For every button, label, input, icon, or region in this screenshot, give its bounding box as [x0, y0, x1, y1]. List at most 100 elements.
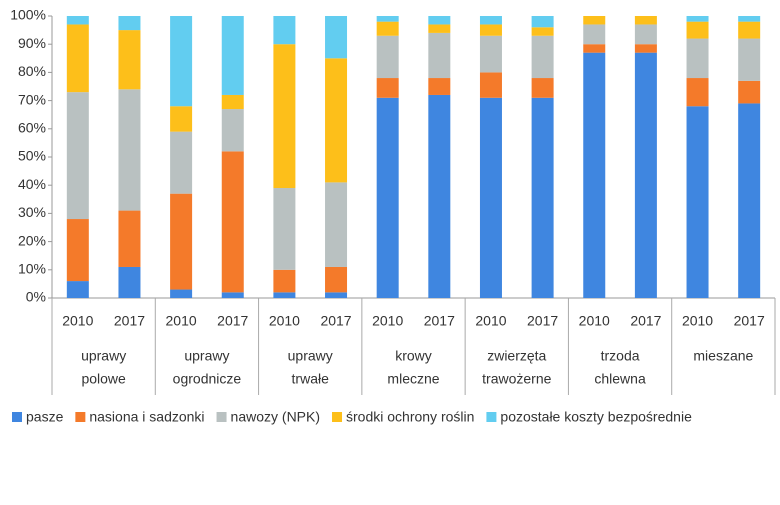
- group-label: krowy: [395, 348, 432, 364]
- bar-segment: [325, 266, 348, 293]
- bar-segment: [170, 16, 193, 107]
- bar-segment: [479, 35, 502, 73]
- bar-segment: [634, 52, 657, 298]
- bar-segment: [531, 16, 554, 28]
- bar-segment: [686, 38, 709, 79]
- bar-segment: [428, 24, 451, 33]
- bar-segment: [221, 151, 244, 293]
- bar-segment: [170, 131, 193, 194]
- y-tick-label: 0%: [26, 289, 46, 305]
- bar-segment: [66, 24, 89, 93]
- bar-segment: [376, 97, 399, 298]
- bar-segment: [738, 80, 761, 104]
- bar-segment: [531, 78, 554, 98]
- bar-segment: [583, 52, 606, 298]
- y-tick-label: 50%: [18, 148, 46, 164]
- y-tick-label: 10%: [18, 261, 46, 277]
- bar-segment: [325, 292, 348, 298]
- bar-segment: [583, 24, 606, 45]
- bar-segment: [221, 292, 244, 298]
- x-tick-label: 2017: [630, 313, 661, 329]
- x-tick-label: 2010: [372, 313, 403, 329]
- bar-segment: [686, 21, 709, 39]
- bar-segment: [479, 24, 502, 36]
- legend-swatch: [12, 412, 22, 422]
- bar-segment: [376, 16, 399, 22]
- bar-segment: [325, 58, 348, 183]
- bar-segment: [428, 16, 451, 25]
- x-tick-label: 2010: [269, 313, 300, 329]
- bar-segment: [479, 16, 502, 25]
- bar-segment: [273, 44, 296, 189]
- y-tick-label: 30%: [18, 204, 46, 220]
- group-label: chlewna: [594, 371, 646, 387]
- group-label: mieszane: [693, 348, 753, 364]
- legend-swatch: [486, 412, 497, 422]
- group-label: zwierzęta: [487, 348, 546, 364]
- bar-segment: [273, 16, 296, 45]
- bar-segment: [634, 44, 657, 53]
- bar-segment: [428, 32, 451, 79]
- bar-segment: [170, 289, 193, 298]
- x-tick-label: 2010: [579, 313, 610, 329]
- y-tick-label: 60%: [18, 120, 46, 136]
- group-label: polowe: [81, 371, 126, 387]
- bar-segment: [686, 106, 709, 299]
- legend-label: nawozy (NPK): [231, 409, 320, 425]
- group-label: mleczne: [387, 371, 439, 387]
- y-tick-label: 70%: [18, 91, 46, 107]
- bar-segment: [118, 89, 141, 211]
- bar-segment: [583, 16, 606, 25]
- bar-segment: [221, 94, 244, 110]
- y-tick-label: 100%: [10, 7, 46, 23]
- x-tick-label: 2010: [62, 313, 93, 329]
- bar-segment: [531, 27, 554, 36]
- legend-label: pasze: [26, 409, 64, 425]
- bar-segment: [376, 35, 399, 79]
- bar-segment: [479, 97, 502, 298]
- bar-segment: [531, 35, 554, 79]
- legend-swatch: [216, 412, 227, 422]
- bar-segment: [738, 38, 761, 81]
- group-label: uprawy: [288, 348, 333, 364]
- group-label: trzoda: [601, 348, 640, 364]
- bar-segment: [325, 16, 348, 59]
- bar-segment: [170, 193, 193, 290]
- x-tick-label: 2017: [114, 313, 145, 329]
- bar-segment: [634, 24, 657, 45]
- bar-segment: [66, 16, 89, 25]
- bar-segment: [325, 182, 348, 267]
- bar-segment: [118, 266, 141, 298]
- x-tick-label: 2010: [682, 313, 713, 329]
- y-tick-label: 40%: [18, 176, 46, 192]
- bar-segment: [273, 188, 296, 270]
- x-tick-label: 2017: [734, 313, 765, 329]
- legend-label: pozostałe koszty bezpośrednie: [500, 409, 692, 425]
- x-tick-label: 2017: [320, 313, 351, 329]
- bar-segment: [428, 78, 451, 95]
- legend-label: nasiona i sadzonki: [89, 409, 204, 425]
- x-tick-label: 2010: [475, 313, 506, 329]
- x-tick-label: 2010: [166, 313, 197, 329]
- group-label: uprawy: [184, 348, 229, 364]
- x-tick-label: 2017: [424, 313, 455, 329]
- bar-segment: [376, 21, 399, 36]
- group-label: trwałe: [292, 371, 330, 387]
- bar-segment: [170, 106, 193, 132]
- bar-segment: [738, 16, 761, 22]
- legend-swatch: [75, 412, 86, 422]
- bar-segment: [686, 78, 709, 107]
- bar-segment: [221, 16, 244, 95]
- bar-segment: [66, 92, 89, 220]
- legend-label: środki ochrony roślin: [346, 409, 474, 425]
- group-label: uprawy: [81, 348, 126, 364]
- bar-segment: [66, 219, 89, 282]
- bar-segment: [118, 210, 141, 267]
- bar-segment: [686, 16, 709, 22]
- bar-segment: [118, 16, 141, 31]
- bar-segment: [738, 103, 761, 298]
- bar-segment: [479, 72, 502, 98]
- bar-segment: [634, 16, 657, 25]
- bar-segment: [531, 97, 554, 298]
